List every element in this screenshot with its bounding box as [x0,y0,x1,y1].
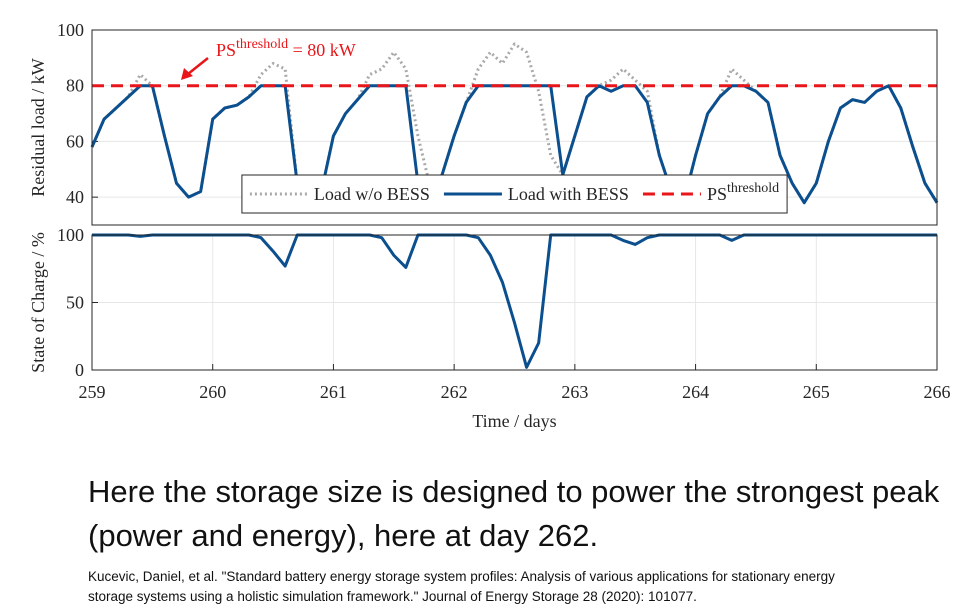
annotation-sup: threshold [236,37,288,52]
x-tick-label: 265 [803,382,830,402]
legend-box [241,174,788,214]
x-tick-label: 259 [79,382,106,402]
x-tick-label: 260 [199,382,226,402]
legend-label: PSthreshold [707,181,779,204]
x-tick-label: 261 [320,382,347,402]
legend-text: PS [707,184,727,204]
annotation-arrowhead [181,68,193,80]
x-tick-label: 266 [924,382,951,402]
y-tick-label: 100 [57,225,84,245]
annotation-arrow [187,57,209,75]
annotation-rest: = 80 kW [288,40,356,60]
y-tick-label: 50 [66,293,84,313]
legend-label: Load with BESS [508,184,629,204]
legend-label: Load w/o BESS [314,184,430,204]
y-axis-label: Residual load / kW [28,58,48,196]
x-tick-label: 263 [561,382,588,402]
x-axis-label: Time / days [472,411,556,431]
caption: Here the storage size is designed to pow… [88,474,940,553]
legend-sup: threshold [727,181,779,196]
plot-frame [91,234,938,371]
x-tick-label: 262 [441,382,468,402]
y-tick-label: 100 [57,20,84,40]
legend: Load w/o BESS Load with BESS PSthreshold [241,174,788,214]
plot-frame [91,29,938,226]
annotation-text: PS [216,40,236,60]
y-axis-label: State of Charge / % [28,232,48,373]
x-tick-label: 264 [682,382,709,402]
annotation: PSthreshold = 80 kW [216,37,356,60]
legend-text: Load with BESS [508,184,629,204]
citation: Kucevic, Daniel, et al. "Standard batter… [88,569,835,604]
y-tick-label: 0 [75,360,84,380]
y-tick-label: 60 [66,131,84,151]
y-tick-label: 40 [66,187,84,207]
y-tick-label: 80 [66,76,84,96]
legend-text: Load w/o BESS [314,184,430,204]
